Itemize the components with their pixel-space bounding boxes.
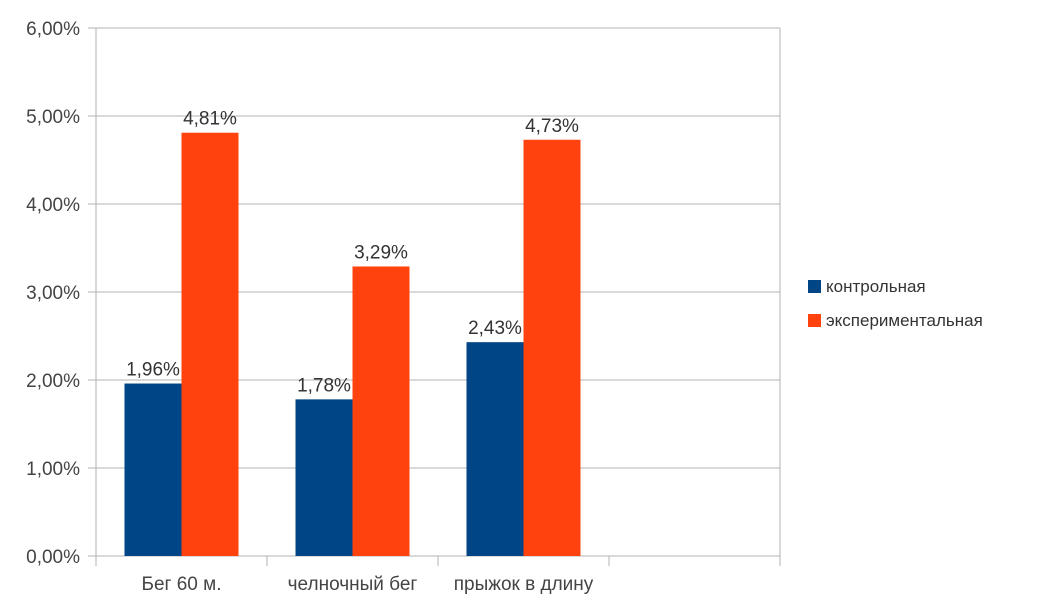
x-category-label: челночный бег — [288, 574, 418, 595]
data-label: 1,78% — [297, 375, 351, 396]
y-tick-label: 2,00% — [26, 371, 80, 392]
legend-label: экспериментальная — [826, 311, 983, 330]
data-label: 4,81% — [183, 109, 237, 130]
legend-label: контрольная — [826, 277, 926, 296]
bar — [124, 383, 182, 556]
y-tick-label: 3,00% — [26, 283, 80, 304]
bar — [295, 399, 353, 556]
y-tick-label: 0,00% — [26, 547, 80, 568]
data-label: 3,29% — [354, 242, 408, 263]
x-category-label: прыжок в длину — [454, 574, 594, 595]
data-label: 1,96% — [126, 360, 180, 381]
bar — [523, 139, 581, 556]
bar — [466, 342, 524, 556]
data-label: 4,73% — [525, 116, 579, 137]
legend-swatch — [808, 314, 821, 327]
y-tick-label: 5,00% — [26, 107, 80, 128]
x-category-label: Бег 60 м. — [142, 574, 222, 595]
bar — [181, 132, 239, 556]
bar — [352, 266, 410, 556]
y-tick-label: 6,00% — [26, 19, 80, 40]
y-tick-label: 4,00% — [26, 195, 80, 216]
y-tick-label: 1,00% — [26, 459, 80, 480]
data-label: 2,43% — [468, 318, 522, 339]
legend-swatch — [808, 280, 821, 293]
